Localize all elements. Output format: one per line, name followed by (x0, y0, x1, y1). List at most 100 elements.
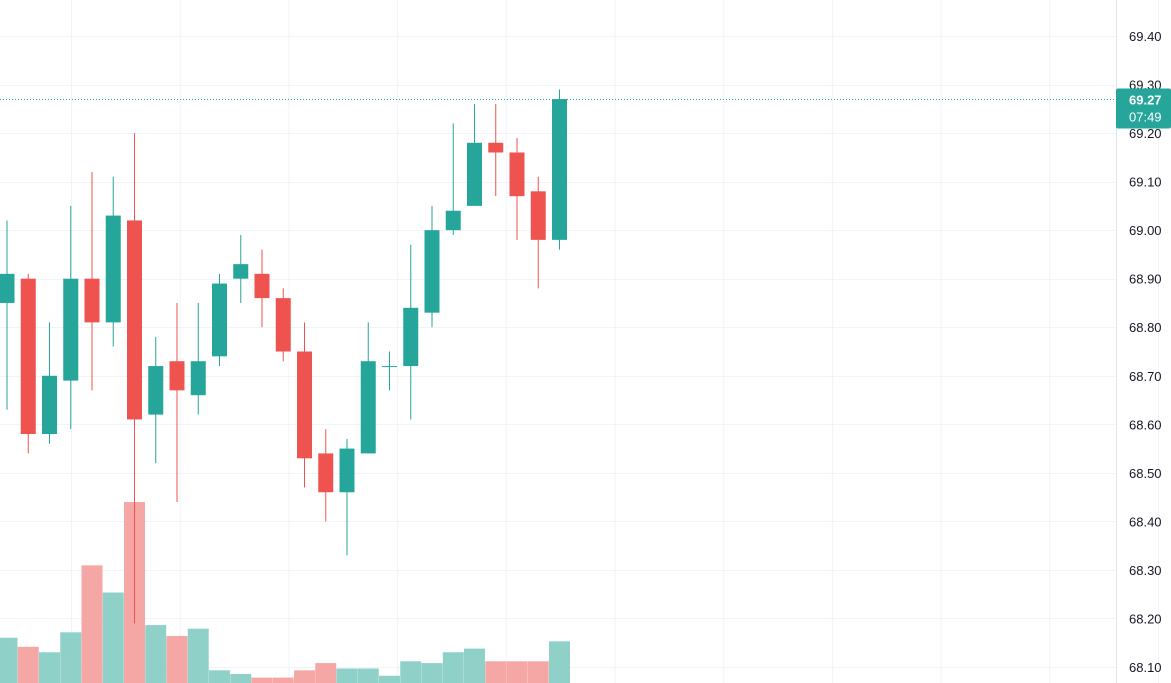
price-tick-label: 69.10 (1129, 175, 1162, 190)
price-tick-label: 69.20 (1129, 126, 1162, 141)
candle[interactable] (297, 322, 312, 488)
candle-body[interactable] (467, 142, 482, 206)
volume-bar (421, 663, 443, 683)
candle[interactable] (212, 273, 227, 367)
volume-bar (60, 632, 82, 683)
candle-body[interactable] (530, 191, 546, 240)
candle-body[interactable] (127, 220, 142, 420)
volume-bar (336, 668, 358, 683)
candle-body[interactable] (297, 351, 312, 459)
volume-bar (442, 652, 464, 683)
last-price-badge: 69.27 07:49 (1116, 88, 1171, 129)
candle-body[interactable] (0, 273, 15, 303)
candle-body[interactable] (488, 142, 504, 153)
volume-bar (400, 661, 422, 683)
price-tick-label: 68.70 (1129, 369, 1162, 384)
volume-bar (379, 675, 400, 683)
volume-bar (549, 641, 570, 683)
volume-bar (485, 661, 507, 683)
candle[interactable] (339, 438, 355, 556)
candle[interactable] (169, 302, 185, 502)
price-tick-label: 68.80 (1129, 320, 1162, 335)
candle-body[interactable] (275, 298, 291, 352)
candle-body[interactable] (318, 453, 334, 493)
volume-bar (209, 670, 230, 683)
candle[interactable] (63, 205, 79, 430)
candle-body[interactable] (169, 361, 185, 391)
candle[interactable] (488, 103, 504, 197)
candle-body[interactable] (360, 361, 376, 454)
candle-body[interactable] (233, 264, 249, 279)
candle[interactable] (275, 288, 291, 362)
candle[interactable] (127, 133, 142, 624)
price-tick-label: 69.00 (1129, 223, 1162, 238)
candle-body[interactable] (509, 152, 525, 197)
price-candles[interactable] (0, 89, 567, 624)
candle-body[interactable] (148, 366, 164, 415)
volume-bar (506, 661, 528, 683)
candle-body[interactable] (424, 230, 440, 313)
volume-bar (527, 661, 549, 683)
candle-body[interactable] (190, 361, 206, 396)
price-tick-label: 68.30 (1129, 563, 1162, 578)
price-tick-label: 68.60 (1129, 417, 1162, 432)
candle[interactable] (445, 123, 461, 236)
volume-bar (17, 646, 39, 683)
candle-body[interactable] (212, 283, 227, 357)
candle-body[interactable] (105, 215, 121, 323)
candle-body[interactable] (339, 448, 355, 493)
candle-body[interactable] (84, 278, 100, 323)
candle[interactable] (424, 205, 440, 328)
volume-bar (145, 625, 167, 683)
candle[interactable] (148, 336, 164, 464)
candle[interactable] (509, 137, 525, 240)
candle[interactable] (360, 322, 376, 454)
candle[interactable] (318, 429, 334, 522)
bar-countdown-label: 07:49 (1129, 110, 1162, 125)
candle[interactable] (105, 176, 121, 347)
candle-body[interactable] (63, 278, 79, 381)
price-axis[interactable]: 68.10 68.20 68.30 68.40 68.50 68.60 68.70 68.80… (1116, 0, 1162, 683)
price-tick-label: 68.20 (1129, 611, 1162, 626)
volume-bar (166, 635, 188, 683)
volume-bar (0, 637, 18, 683)
candle-body[interactable] (382, 366, 397, 368)
candle[interactable] (233, 235, 249, 303)
candle-body[interactable] (42, 375, 57, 435)
volume-bar (294, 670, 315, 683)
candle[interactable] (467, 103, 482, 206)
volume-bar (315, 663, 337, 683)
price-tick-label: 68.40 (1129, 514, 1162, 529)
last-price-badge-bg (1116, 88, 1171, 129)
candle-body[interactable] (254, 273, 270, 299)
candle-body[interactable] (403, 307, 419, 367)
volume-bar (187, 628, 209, 683)
candle-body[interactable] (445, 210, 461, 231)
candle[interactable] (403, 244, 419, 420)
volume-bar (39, 652, 60, 683)
volume-bar (81, 565, 103, 683)
candle-body[interactable] (20, 278, 36, 435)
price-tick-label: 68.90 (1129, 272, 1162, 287)
candle[interactable] (382, 351, 397, 391)
volume-bar (230, 673, 252, 683)
price-tick-label: 68.50 (1129, 466, 1162, 481)
price-tick-label: 68.10 (1129, 660, 1162, 675)
volume-bar (357, 668, 379, 683)
candle[interactable] (552, 89, 567, 250)
price-tick-label: 69.40 (1129, 29, 1162, 44)
candle[interactable] (42, 322, 57, 444)
candle[interactable] (254, 249, 270, 328)
candle[interactable] (20, 273, 36, 454)
candle[interactable] (530, 176, 546, 289)
candle[interactable] (0, 220, 15, 410)
volume-bars (0, 502, 570, 683)
candle[interactable] (190, 302, 206, 415)
candle-body[interactable] (552, 99, 567, 240)
volume-bar (251, 677, 273, 683)
volume-bar (464, 648, 485, 683)
volume-bar (272, 677, 294, 683)
candle[interactable] (84, 171, 100, 391)
